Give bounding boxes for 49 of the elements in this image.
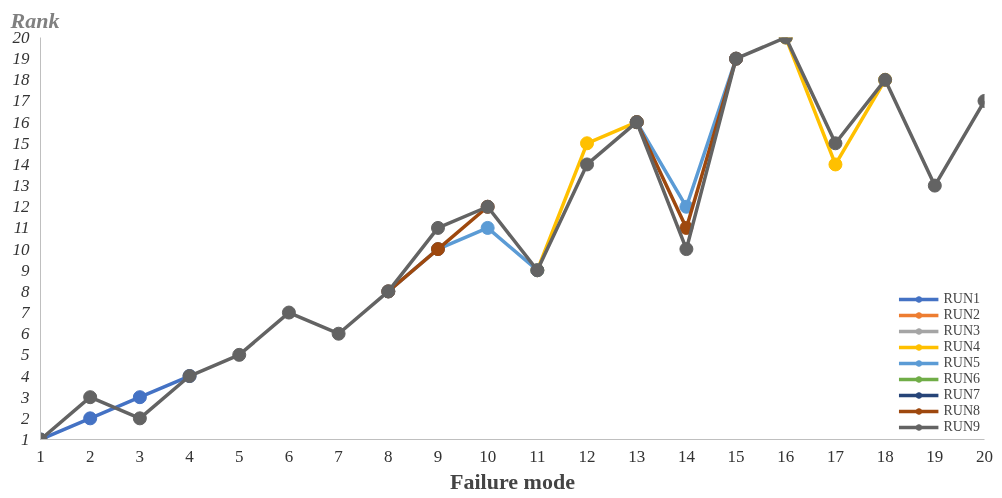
- y-tick-label: 18: [12, 70, 30, 90]
- legend-label: RUN9: [943, 419, 980, 435]
- y-tick-label: 13: [12, 176, 30, 196]
- legend-label: RUN7: [943, 387, 980, 403]
- y-tick-label: 2: [21, 408, 30, 428]
- x-tick-label: 6: [284, 446, 294, 466]
- x-tick-label: 12: [578, 446, 596, 466]
- x-tick-label: 13: [628, 446, 646, 466]
- x-tick-label: 15: [727, 446, 745, 466]
- y-tick-label: 8: [21, 281, 30, 301]
- legend-label: RUN4: [943, 339, 980, 355]
- y-tick-label: 14: [12, 154, 30, 174]
- y-tick-label: 7: [21, 303, 31, 323]
- x-tick-label: 18: [876, 446, 894, 466]
- legend-label: RUN6: [943, 371, 980, 387]
- x-tick-label: 10: [479, 446, 497, 466]
- y-tick-label: 11: [13, 218, 30, 238]
- legend-label: RUN8: [943, 403, 980, 419]
- y-tick-label: 17: [12, 91, 31, 111]
- x-tick-label: 14: [677, 446, 696, 466]
- x-tick-label: 4: [185, 446, 195, 466]
- x-tick-label: 17: [826, 446, 845, 466]
- legend-label: RUN1: [943, 291, 980, 307]
- y-tick-label: 19: [12, 49, 30, 69]
- y-tick-label: 12: [12, 197, 30, 217]
- x-axis-title: Failure mode: [450, 468, 576, 494]
- y-tick-label: 4: [21, 366, 30, 386]
- x-tick-label: 7: [334, 446, 344, 466]
- x-tick-label: 9: [433, 446, 443, 466]
- y-tick-label: 15: [12, 133, 30, 153]
- y-tick-label: 6: [21, 324, 30, 344]
- x-tick-label: 11: [529, 446, 546, 466]
- x-tick-label: 19: [926, 446, 944, 466]
- x-tick-label: 16: [777, 446, 795, 466]
- x-tick-label: 5: [234, 446, 244, 466]
- x-tick-label: 2: [85, 446, 95, 466]
- x-tick-label: 8: [384, 446, 393, 466]
- y-tick-label: 5: [21, 345, 30, 365]
- y-tick-label: 3: [20, 387, 30, 407]
- legend-label: RUN5: [943, 355, 980, 371]
- y-tick-label: 10: [12, 239, 30, 259]
- legend-label: RUN3: [943, 323, 980, 339]
- y-tick-label: 16: [12, 112, 30, 132]
- y-tick-label: 1: [21, 430, 30, 449]
- x-tick-label: 1: [36, 446, 45, 466]
- legend-label: RUN2: [943, 307, 980, 323]
- x-tick-label: 20: [976, 446, 993, 466]
- y-tick-label: 9: [21, 260, 30, 280]
- x-tick-label: 3: [135, 446, 145, 466]
